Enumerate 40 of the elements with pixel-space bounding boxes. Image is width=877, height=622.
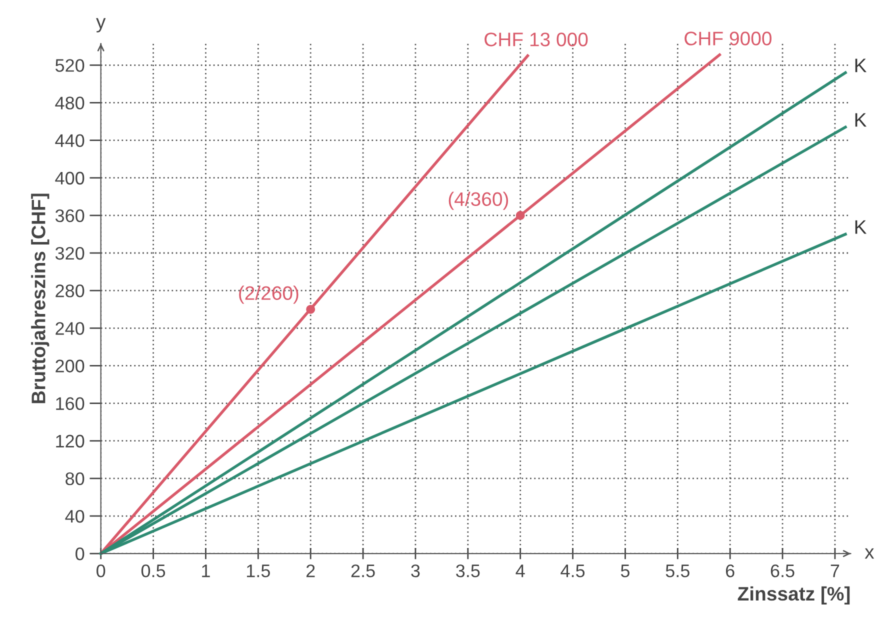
y-tick-label: 320: [55, 246, 84, 260]
y-tick-label: 360: [55, 209, 84, 222]
y-tick-label: 200: [56, 360, 84, 372]
x-tick-label: 2.5: [351, 564, 375, 578]
x-tick-label: 1: [202, 564, 210, 578]
series-label: CHF 13 000: [484, 32, 588, 46]
y-tick-label: 480: [55, 96, 84, 110]
y-tick-label: 240: [56, 322, 84, 335]
x-tick-label: 0: [96, 564, 106, 578]
annotation: (2/260): [239, 286, 298, 304]
y-tick-label: 40: [65, 510, 84, 523]
series-label: CHF 9000: [684, 32, 772, 46]
y-tick-label: 0: [76, 548, 84, 560]
x-tick-label: 3.5: [456, 564, 480, 578]
y-tick-label: 520: [55, 59, 84, 72]
x-tick-label: 1.5: [246, 564, 270, 578]
x-tick-label: 7: [830, 564, 840, 578]
x-tick-label: 2: [306, 564, 315, 578]
x-tick-label: 3: [411, 564, 420, 578]
x-tick-label: 5.5: [666, 564, 690, 578]
y-tick-label: 440: [55, 134, 84, 148]
x-tick-label: 5: [620, 564, 630, 578]
text: y: [96, 18, 106, 32]
y-tick-label: 80: [66, 472, 84, 486]
x-tick-label: 6.5: [770, 564, 794, 578]
series-label: K: [855, 58, 867, 72]
x-tick-label: 4.5: [560, 564, 585, 578]
y-tick-label: 160: [56, 397, 84, 410]
y-tick-label: 400: [55, 172, 84, 185]
y-axis-title: Bruttojahreszins [CHF]: [31, 194, 50, 404]
x-tick-label: 4: [516, 564, 525, 578]
y-tick-label: 280: [56, 284, 84, 298]
annotation: (4/360): [448, 192, 508, 210]
series-label: K: [855, 113, 867, 127]
x-tick-label: 6: [726, 564, 734, 578]
text: x: [864, 548, 874, 559]
y-tick-label: 120: [56, 434, 84, 448]
x-tick-label: 0.5: [141, 564, 166, 578]
x-axis-title: Zinssatz [%]: [738, 586, 850, 605]
series-label: K: [855, 220, 867, 234]
